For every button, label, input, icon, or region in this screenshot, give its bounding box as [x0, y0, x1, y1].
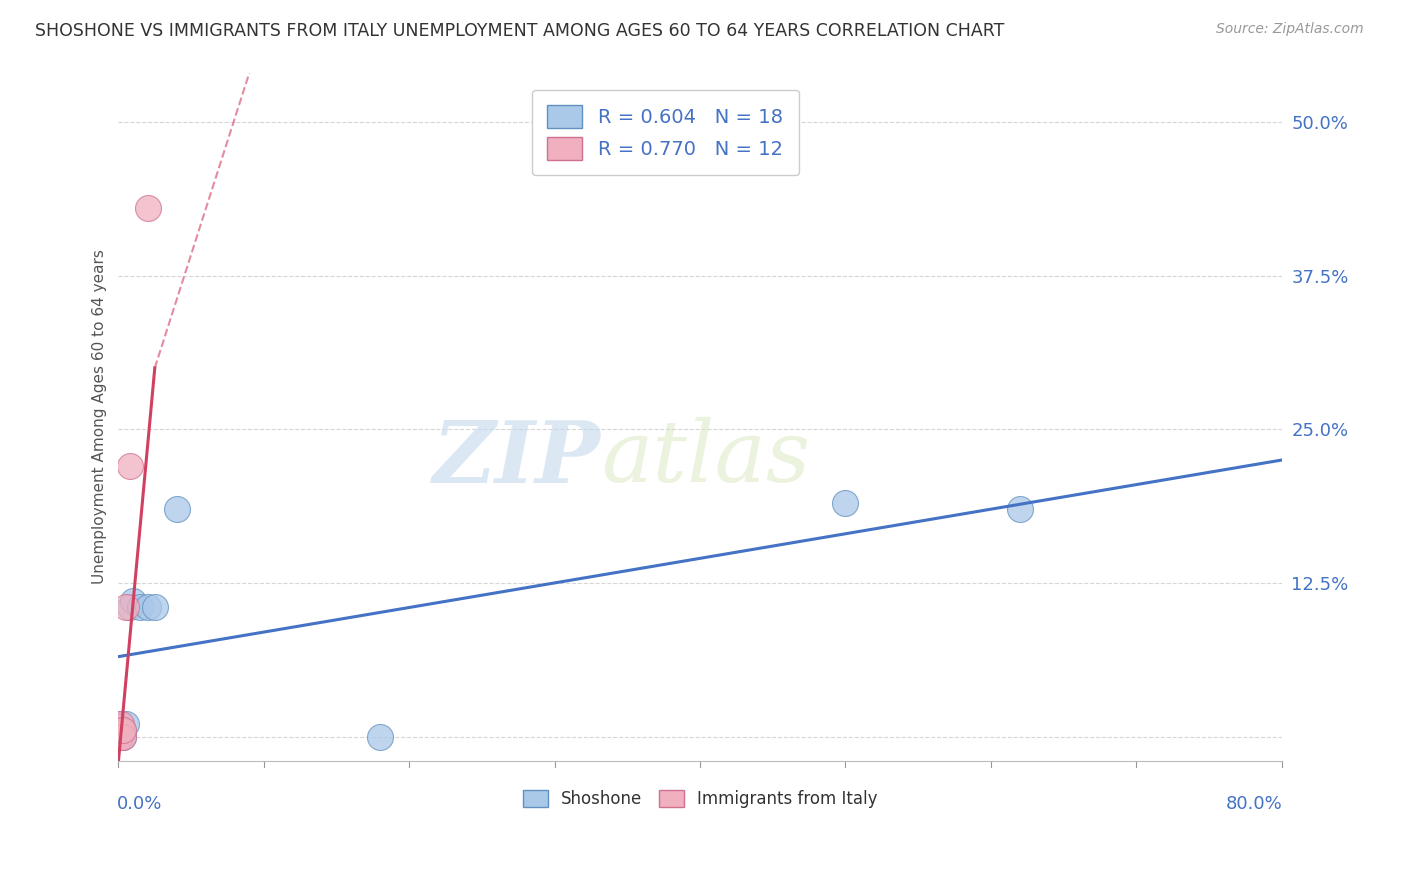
Point	[834, 496, 856, 510]
Point	[114, 717, 136, 731]
Point	[143, 600, 166, 615]
Point	[1008, 502, 1031, 516]
Point	[110, 723, 132, 738]
Point	[107, 717, 129, 731]
Point	[107, 730, 129, 744]
Point	[107, 723, 129, 738]
Point	[114, 600, 136, 615]
Text: atlas: atlas	[602, 417, 810, 500]
Text: ZIP: ZIP	[433, 417, 602, 500]
Point	[129, 600, 152, 615]
Text: 80.0%: 80.0%	[1226, 796, 1282, 814]
Point	[108, 723, 131, 738]
Text: 0.0%: 0.0%	[117, 796, 163, 814]
Point	[107, 720, 129, 734]
Point	[120, 600, 142, 615]
Point	[108, 723, 131, 738]
Point	[111, 730, 134, 744]
Point	[120, 459, 142, 474]
Point	[136, 600, 159, 615]
Point	[110, 717, 132, 731]
Text: SHOSHONE VS IMMIGRANTS FROM ITALY UNEMPLOYMENT AMONG AGES 60 TO 64 YEARS CORRELA: SHOSHONE VS IMMIGRANTS FROM ITALY UNEMPL…	[35, 22, 1004, 40]
Point	[108, 730, 131, 744]
Point	[107, 723, 129, 738]
Point	[111, 723, 134, 738]
Y-axis label: Unemployment Among Ages 60 to 64 years: Unemployment Among Ages 60 to 64 years	[93, 250, 107, 584]
Point	[111, 723, 134, 738]
Point	[122, 594, 145, 608]
Point	[111, 730, 134, 744]
Point	[107, 727, 129, 741]
Point	[110, 730, 132, 744]
Point	[166, 502, 188, 516]
Text: Source: ZipAtlas.com: Source: ZipAtlas.com	[1216, 22, 1364, 37]
Point	[110, 723, 132, 738]
Legend: Shoshone, Immigrants from Italy: Shoshone, Immigrants from Italy	[516, 783, 884, 814]
Point	[368, 730, 391, 744]
Point	[107, 730, 129, 744]
Point	[136, 201, 159, 215]
Point	[108, 730, 131, 744]
